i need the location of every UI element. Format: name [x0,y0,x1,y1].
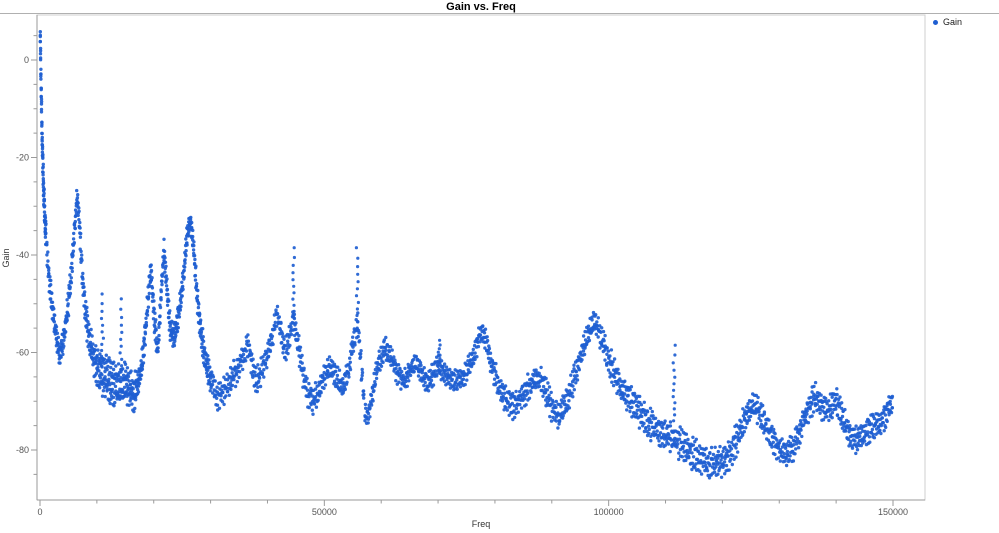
x-tick-label: 150000 [878,507,908,517]
x-tick-label: 100000 [594,507,624,517]
title-bar: Gain vs. Freq [0,0,999,14]
legend: Gain [933,17,962,27]
y-tick-label: -20 [16,153,29,163]
x-axis-title: Freq [472,519,491,529]
y-axis-title: Gain [1,248,11,267]
y-tick-label: 0 [24,55,29,65]
outlier-spikes [99,246,677,423]
chart-title: Gain vs. Freq [446,1,516,13]
y-tick-label: -80 [16,445,29,455]
y-tick-label: -40 [16,250,29,260]
legend-label-gain[interactable]: Gain [943,17,963,27]
x-tick-label: 50000 [312,507,337,517]
x-tick-label: 0 [37,507,42,517]
axes: 0 -20 -40 -60 -80 0 50000 100000 150000 Freq Gain [1,14,926,529]
legend-marker-icon[interactable] [933,19,938,25]
y-tick-label: -60 [16,348,29,358]
data-points-gain-series[interactable] [38,30,895,480]
